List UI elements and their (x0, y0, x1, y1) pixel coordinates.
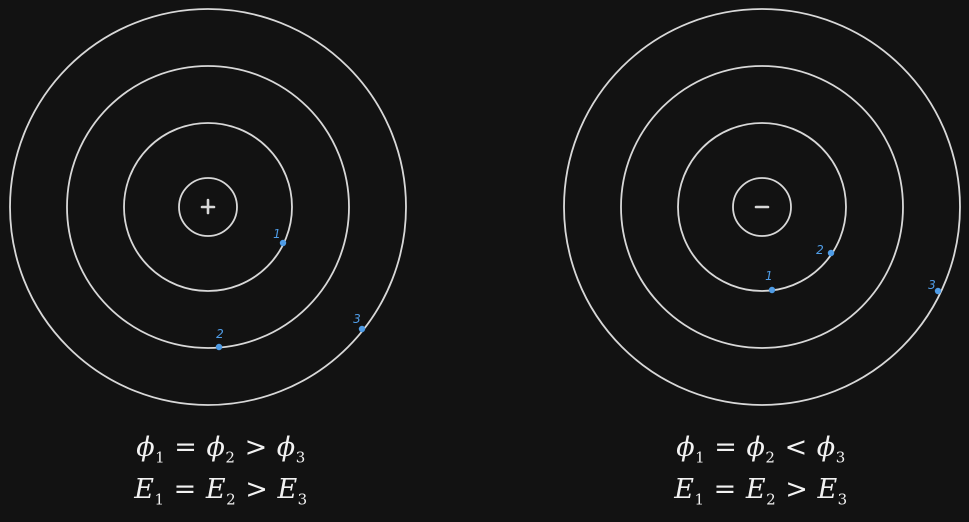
left-point-label-2: 2 (216, 327, 224, 341)
left-point-3 (358, 325, 366, 333)
right-point-3 (934, 287, 942, 295)
right-point-2 (827, 249, 835, 257)
phi-symbol: ϕ (276, 432, 296, 463)
phi-symbol: ϕ (136, 432, 156, 463)
operator: = (713, 474, 737, 505)
right-point-label-1: 1 (765, 269, 773, 283)
operator: = (714, 432, 738, 463)
operator: = (174, 432, 198, 463)
phi-symbol: ϕ (676, 432, 696, 463)
right-equipotential-circle-1 (732, 177, 792, 237)
right-potential-equation: ϕ1 = ϕ2 < ϕ3 (611, 432, 911, 466)
right-point-label-2: 2 (816, 243, 824, 257)
right-field-equation: E1 = E2 > E3 (611, 474, 911, 508)
phi-symbol: ϕ (206, 432, 226, 463)
right-equipotential-circle-4 (563, 8, 961, 406)
left-point-1 (279, 239, 287, 247)
left-positive-charge-sign (200, 198, 216, 215)
subscript: 2 (765, 448, 776, 467)
operator: < (784, 432, 808, 463)
subscript: 1 (695, 448, 706, 467)
left-point-label-1: 1 (273, 227, 281, 241)
left-field-equation: E1 = E2 > E3 (71, 474, 371, 508)
left-equipotential-circle-3 (66, 65, 350, 349)
left-point-2 (215, 343, 223, 351)
subscript: 2 (226, 490, 237, 509)
e-symbol: E (277, 474, 298, 505)
operator: > (245, 474, 269, 505)
left-equipotential-circle-4 (9, 8, 407, 406)
subscript: 3 (295, 448, 306, 467)
left-equipotential-circle-1 (178, 177, 238, 237)
operator: = (173, 474, 197, 505)
phi-symbol: ϕ (816, 432, 836, 463)
left-equipotential-diagram: 1 2 3 (9, 8, 407, 406)
right-equipotential-circle-3 (620, 65, 904, 349)
subscript: 2 (766, 490, 777, 509)
operator: > (244, 432, 268, 463)
left-point-label-3: 3 (353, 312, 361, 326)
left-potential-equation: ϕ1 = ϕ2 > ϕ3 (71, 432, 371, 466)
right-equipotential-circle-2 (677, 122, 847, 292)
subscript: 3 (837, 490, 848, 509)
right-point-1 (768, 286, 776, 294)
subscript: 2 (225, 448, 236, 467)
e-symbol: E (674, 474, 695, 505)
e-symbol: E (745, 474, 767, 505)
subscript: 3 (835, 448, 846, 467)
phi-symbol: ϕ (746, 432, 766, 463)
subscript: 1 (694, 490, 705, 509)
operator: > (785, 474, 809, 505)
e-symbol: E (817, 474, 838, 505)
subscript: 1 (155, 448, 166, 467)
e-symbol: E (134, 474, 155, 505)
e-symbol: E (205, 474, 227, 505)
subscript: 1 (154, 490, 165, 509)
right-point-label-3: 3 (928, 278, 936, 292)
left-equipotential-circle-2 (123, 122, 293, 292)
right-equipotential-diagram: 1 2 3 (563, 8, 961, 406)
subscript: 3 (297, 490, 308, 509)
